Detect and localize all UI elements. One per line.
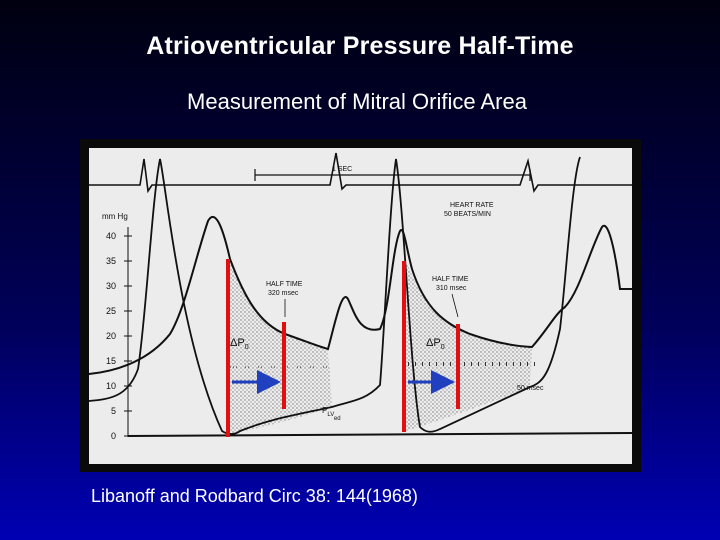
y-tick-5: 5 <box>111 406 116 416</box>
y-tick-20: 20 <box>106 331 116 341</box>
gradient-area-beat-1 <box>230 259 332 434</box>
y-axis-unit-label: mm Hg <box>102 212 128 221</box>
y-tick-40: 40 <box>106 231 116 241</box>
half-time-value-1: 320 msec <box>268 290 299 297</box>
slide-subtitle: Measurement of Mitral Orifice Area <box>187 89 527 114</box>
delta-p-label-1: ΔP0 <box>230 337 249 351</box>
y-tick-35: 35 <box>106 256 116 266</box>
half-time-value-2: 310 msec <box>436 285 467 292</box>
half-time-label-1: HALF TIME <box>266 281 303 288</box>
half-time-pointer-2 <box>451 293 459 318</box>
y-tick-30: 30 <box>106 281 116 291</box>
msec-label: 50 msec <box>517 385 544 392</box>
half-time-label-2: HALF TIME <box>432 276 469 283</box>
heart-rate-label: HEART RATE <box>450 202 494 209</box>
pressure-tracing-figure: 1 SEC HEART RATE 50 BEATS/MIN mm Hg 40 3… <box>80 139 641 472</box>
lv-pressure-trace <box>88 156 581 435</box>
tracing-paper <box>89 148 632 464</box>
la-pressure-trace <box>88 215 632 375</box>
heart-rate-value: 50 BEATS/MIN <box>444 211 491 218</box>
time-marker-label: 1 SEC <box>332 166 352 173</box>
slide-title: Atrioventricular Pressure Half-Time <box>146 32 574 60</box>
zero-baseline <box>127 432 633 437</box>
pressure-tracing-svg: 1 SEC HEART RATE 50 BEATS/MIN mm Hg 40 3… <box>88 148 633 464</box>
citation: Libanoff and Rodbard Circ 38: 144(1968) <box>91 486 418 506</box>
y-tick-0: 0 <box>111 431 116 441</box>
delta-p-label-2: ΔP0 <box>426 337 445 351</box>
y-tick-10: 10 <box>106 381 116 391</box>
lv-ed-label: PLVed <box>322 406 341 422</box>
y-tick-25: 25 <box>106 306 116 316</box>
y-tick-15: 15 <box>106 356 116 366</box>
ecg-trace <box>89 152 632 194</box>
